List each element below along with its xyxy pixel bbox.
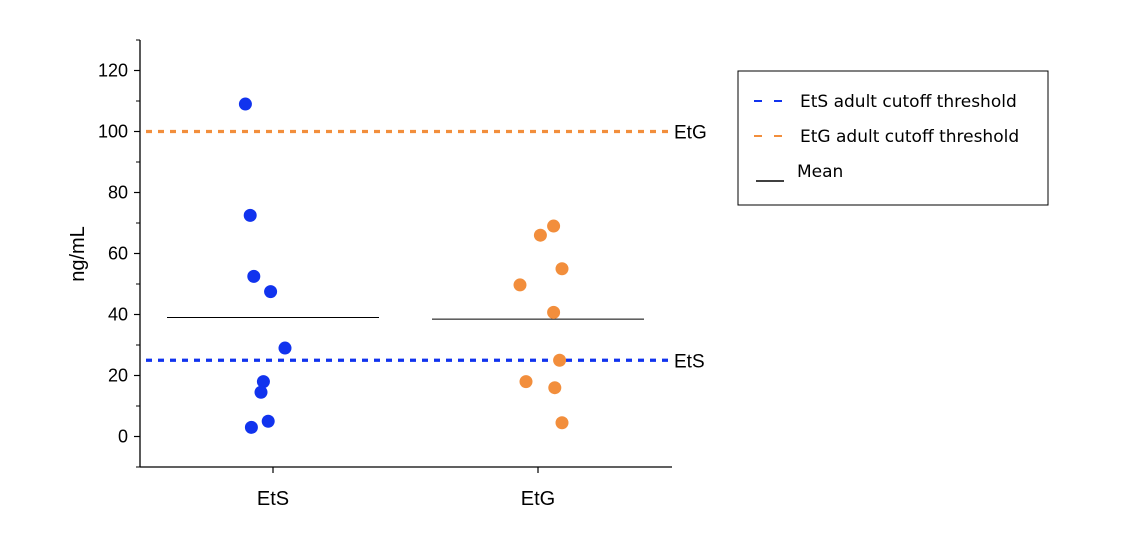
data-point (264, 285, 278, 299)
threshold-label: EtS (674, 351, 705, 372)
data-point (256, 375, 270, 389)
legend-label: EtG adult cutoff threshold (800, 127, 1019, 147)
threshold-label: EtG (674, 123, 707, 144)
data-point (555, 262, 569, 276)
y-tick-label: 100 (98, 122, 128, 142)
y-tick-label: 20 (108, 366, 128, 386)
y-tick-label: 0 (118, 427, 128, 447)
data-point (247, 269, 261, 283)
data-point (261, 414, 275, 428)
legend-label: Mean (797, 162, 843, 182)
x-tick-label: EtG (521, 488, 555, 510)
y-tick-label: 60 (108, 244, 128, 264)
y-tick-label: 80 (108, 183, 128, 203)
data-point (547, 305, 561, 319)
plot-area: 0 20 40 60 80 100 120 EtS EtG EtS EtG (98, 39, 707, 510)
data-point (254, 385, 268, 399)
y-tick-label: 120 (98, 61, 128, 81)
data-point (548, 381, 562, 395)
data-point (553, 353, 567, 367)
data-point (238, 97, 252, 111)
data-point (513, 278, 527, 292)
legend-box (737, 70, 1049, 206)
data-point (555, 416, 569, 430)
x-tick-label: EtS (257, 488, 289, 510)
legend-label: EtS adult cutoff threshold (800, 92, 1017, 112)
data-point (278, 341, 292, 355)
data-point (533, 228, 547, 242)
legend: EtS adult cutoff threshold EtG adult cuto… (737, 70, 1049, 206)
data-point (519, 375, 533, 389)
data-point (243, 208, 257, 222)
y-axis-title: ng/mL (67, 226, 89, 282)
data-point (244, 420, 258, 434)
y-tick-label: 40 (108, 305, 128, 325)
data-point (547, 219, 561, 233)
